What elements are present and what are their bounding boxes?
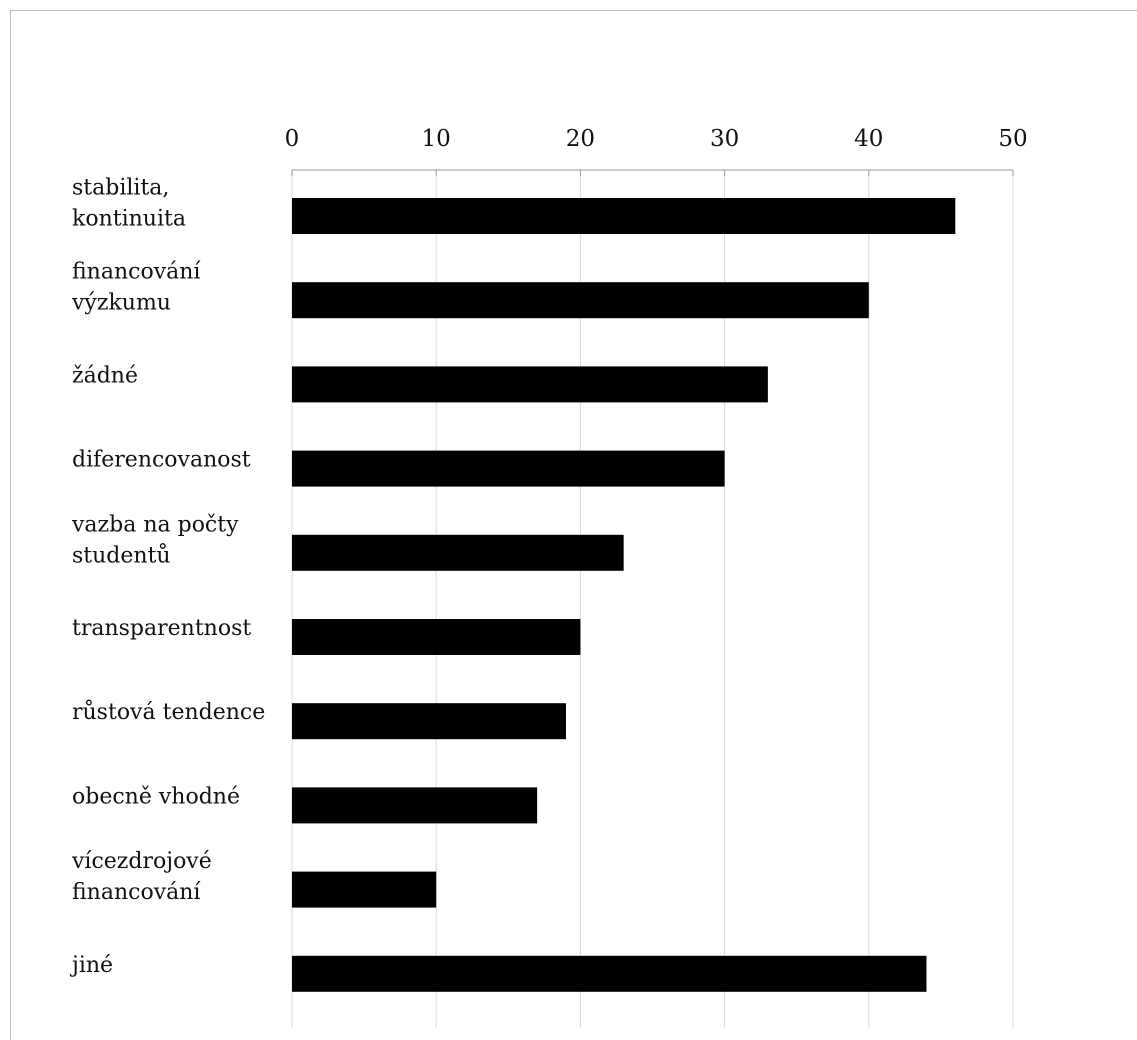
bar	[292, 450, 725, 487]
category-label-line: vazba na počty	[71, 512, 239, 537]
category-label-line: studentů	[72, 541, 171, 568]
category-labels: stabilita, kontinuita financování výzkumu žá…	[69, 176, 265, 978]
category-label: růstová tendence	[72, 698, 265, 725]
category-label: transparentnost	[72, 616, 251, 641]
chart-frame	[10, 10, 1137, 1040]
bar	[292, 619, 581, 655]
bar	[292, 282, 869, 319]
category-label-line: transparentnost	[72, 616, 251, 641]
bars	[292, 198, 956, 992]
category-label: stabilita, kontinuita	[72, 176, 186, 232]
category-label-line: financování	[72, 880, 201, 905]
bar	[292, 955, 927, 992]
category-label-line: financování	[72, 260, 201, 285]
category-label-line: diferencovanost	[72, 448, 251, 473]
bar	[292, 703, 566, 740]
category-label-line: jiné	[69, 953, 113, 978]
category-label-line: kontinuita	[72, 207, 186, 232]
category-label-line: obecně vhodné	[72, 784, 240, 809]
x-tick-label: 40	[854, 126, 883, 152]
category-label: financování výzkumu	[71, 260, 201, 316]
x-tick-label: 30	[710, 126, 739, 152]
category-label-line: růstová tendence	[72, 698, 265, 725]
bar	[292, 198, 956, 234]
bar	[292, 366, 768, 403]
category-label: žádné	[72, 363, 138, 388]
x-tick-label: 0	[285, 126, 300, 152]
x-tick-label: 50	[998, 126, 1027, 152]
x-tick-label: 20	[566, 126, 595, 152]
category-label: vazba na počty studentů	[71, 512, 239, 568]
category-label: jiné	[69, 953, 113, 978]
category-label-line: vícezdrojové	[71, 849, 212, 874]
category-label-line: žádné	[72, 363, 138, 388]
category-label: diferencovanost	[72, 448, 251, 473]
bar	[292, 534, 624, 571]
category-label-line: výzkumu	[71, 291, 171, 316]
category-label-line: stabilita,	[72, 176, 169, 201]
bar	[292, 787, 538, 824]
category-label: vícezdrojové financování	[71, 849, 212, 905]
category-label: obecně vhodné	[72, 784, 240, 809]
x-tick-label: 10	[422, 126, 451, 152]
bar	[292, 871, 437, 908]
x-axis: 0 10 20 30 40 50	[285, 126, 1028, 176]
